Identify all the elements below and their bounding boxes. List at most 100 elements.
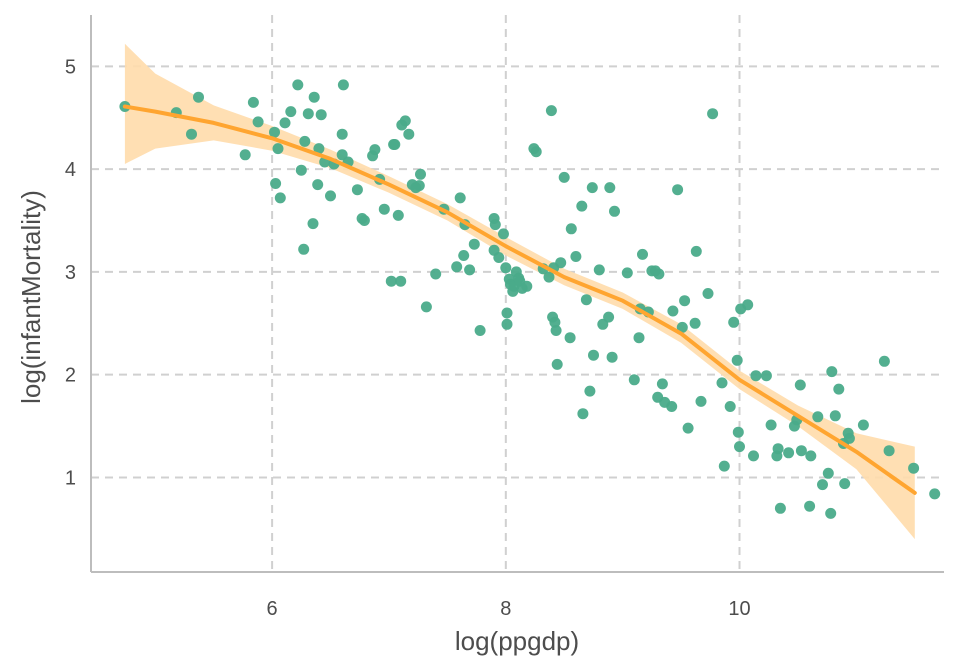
- data-point: [718, 460, 730, 472]
- data-point: [551, 358, 563, 370]
- data-point: [292, 79, 304, 91]
- data-point: [298, 243, 310, 255]
- data-point: [825, 507, 837, 519]
- y-tick-label: 5: [65, 56, 76, 78]
- data-point: [656, 378, 668, 390]
- data-point: [312, 179, 324, 191]
- data-point: [795, 445, 807, 457]
- data-points: [119, 79, 941, 519]
- data-point: [702, 288, 714, 299]
- data-point: [274, 192, 286, 204]
- data-point: [285, 106, 297, 118]
- data-point: [415, 168, 426, 180]
- data-point: [399, 115, 411, 127]
- data-point: [695, 395, 707, 407]
- data-point: [724, 401, 736, 412]
- y-tick-label: 2: [65, 365, 76, 387]
- data-point: [489, 219, 501, 231]
- x-tick-label: 8: [500, 598, 511, 620]
- data-point: [313, 143, 325, 155]
- data-point: [351, 184, 363, 196]
- data-point: [464, 264, 476, 276]
- data-point: [530, 146, 542, 158]
- data-point: [549, 316, 561, 328]
- data-point: [731, 354, 743, 366]
- data-point: [666, 401, 678, 412]
- data-point: [315, 109, 327, 121]
- data-point: [430, 268, 442, 280]
- data-point: [454, 192, 466, 204]
- data-point: [270, 178, 282, 189]
- data-point: [565, 223, 577, 235]
- data-point: [653, 268, 665, 280]
- data-point: [474, 325, 486, 336]
- data-point: [337, 79, 349, 91]
- data-point: [420, 301, 432, 313]
- data-point: [550, 325, 562, 336]
- data-point: [279, 117, 291, 129]
- x-tick-label: 10: [728, 598, 750, 620]
- data-point: [521, 280, 533, 292]
- data-point: [817, 479, 828, 491]
- data-point: [606, 351, 618, 363]
- data-point: [576, 200, 588, 212]
- data-point: [498, 228, 509, 240]
- data-point: [750, 370, 762, 382]
- data-point: [501, 318, 513, 330]
- data-point: [732, 426, 744, 438]
- data-point: [707, 108, 719, 120]
- data-point: [805, 450, 817, 462]
- data-point: [389, 139, 401, 150]
- data-point: [667, 305, 679, 317]
- data-point: [458, 250, 470, 261]
- data-point: [580, 294, 592, 306]
- data-point: [760, 370, 772, 382]
- data-point: [716, 377, 728, 389]
- data-point: [593, 264, 605, 276]
- data-point: [734, 441, 745, 453]
- data-point: [570, 251, 582, 262]
- data-point: [395, 275, 407, 287]
- data-point: [577, 408, 589, 420]
- data-point: [252, 116, 264, 128]
- axes: [90, 15, 944, 573]
- data-point: [451, 261, 463, 273]
- data-point: [679, 295, 691, 307]
- data-point: [369, 144, 381, 156]
- data-point: [822, 467, 834, 479]
- data-point: [272, 143, 284, 155]
- data-point: [794, 379, 806, 391]
- smooth-line-layer: [122, 104, 917, 495]
- data-point: [558, 171, 570, 183]
- y-tick-label: 3: [65, 262, 76, 284]
- data-point: [468, 238, 480, 250]
- data-point: [774, 502, 786, 514]
- data-point: [843, 432, 855, 444]
- data-point: [609, 205, 620, 217]
- data-point: [564, 332, 576, 344]
- data-point: [676, 321, 688, 333]
- data-point: [501, 307, 513, 319]
- x-tick-label: 6: [267, 598, 278, 620]
- data-point: [604, 182, 616, 194]
- data-point: [336, 128, 348, 140]
- smooth-line: [122, 104, 917, 495]
- y-tick-label: 1: [65, 467, 76, 489]
- data-point: [299, 135, 311, 147]
- x-axis-title: log(ppgdp): [455, 626, 579, 656]
- data-point: [358, 215, 370, 226]
- data-point: [584, 385, 596, 397]
- data-point: [765, 419, 777, 431]
- data-point: [586, 182, 598, 194]
- data-point: [247, 96, 259, 108]
- data-point: [307, 218, 319, 230]
- data-point: [413, 180, 425, 192]
- data-point: [908, 462, 920, 474]
- data-point: [857, 419, 869, 431]
- data-point: [929, 488, 941, 500]
- data-point: [621, 267, 633, 279]
- data-point: [826, 366, 838, 378]
- data-point: [500, 262, 512, 274]
